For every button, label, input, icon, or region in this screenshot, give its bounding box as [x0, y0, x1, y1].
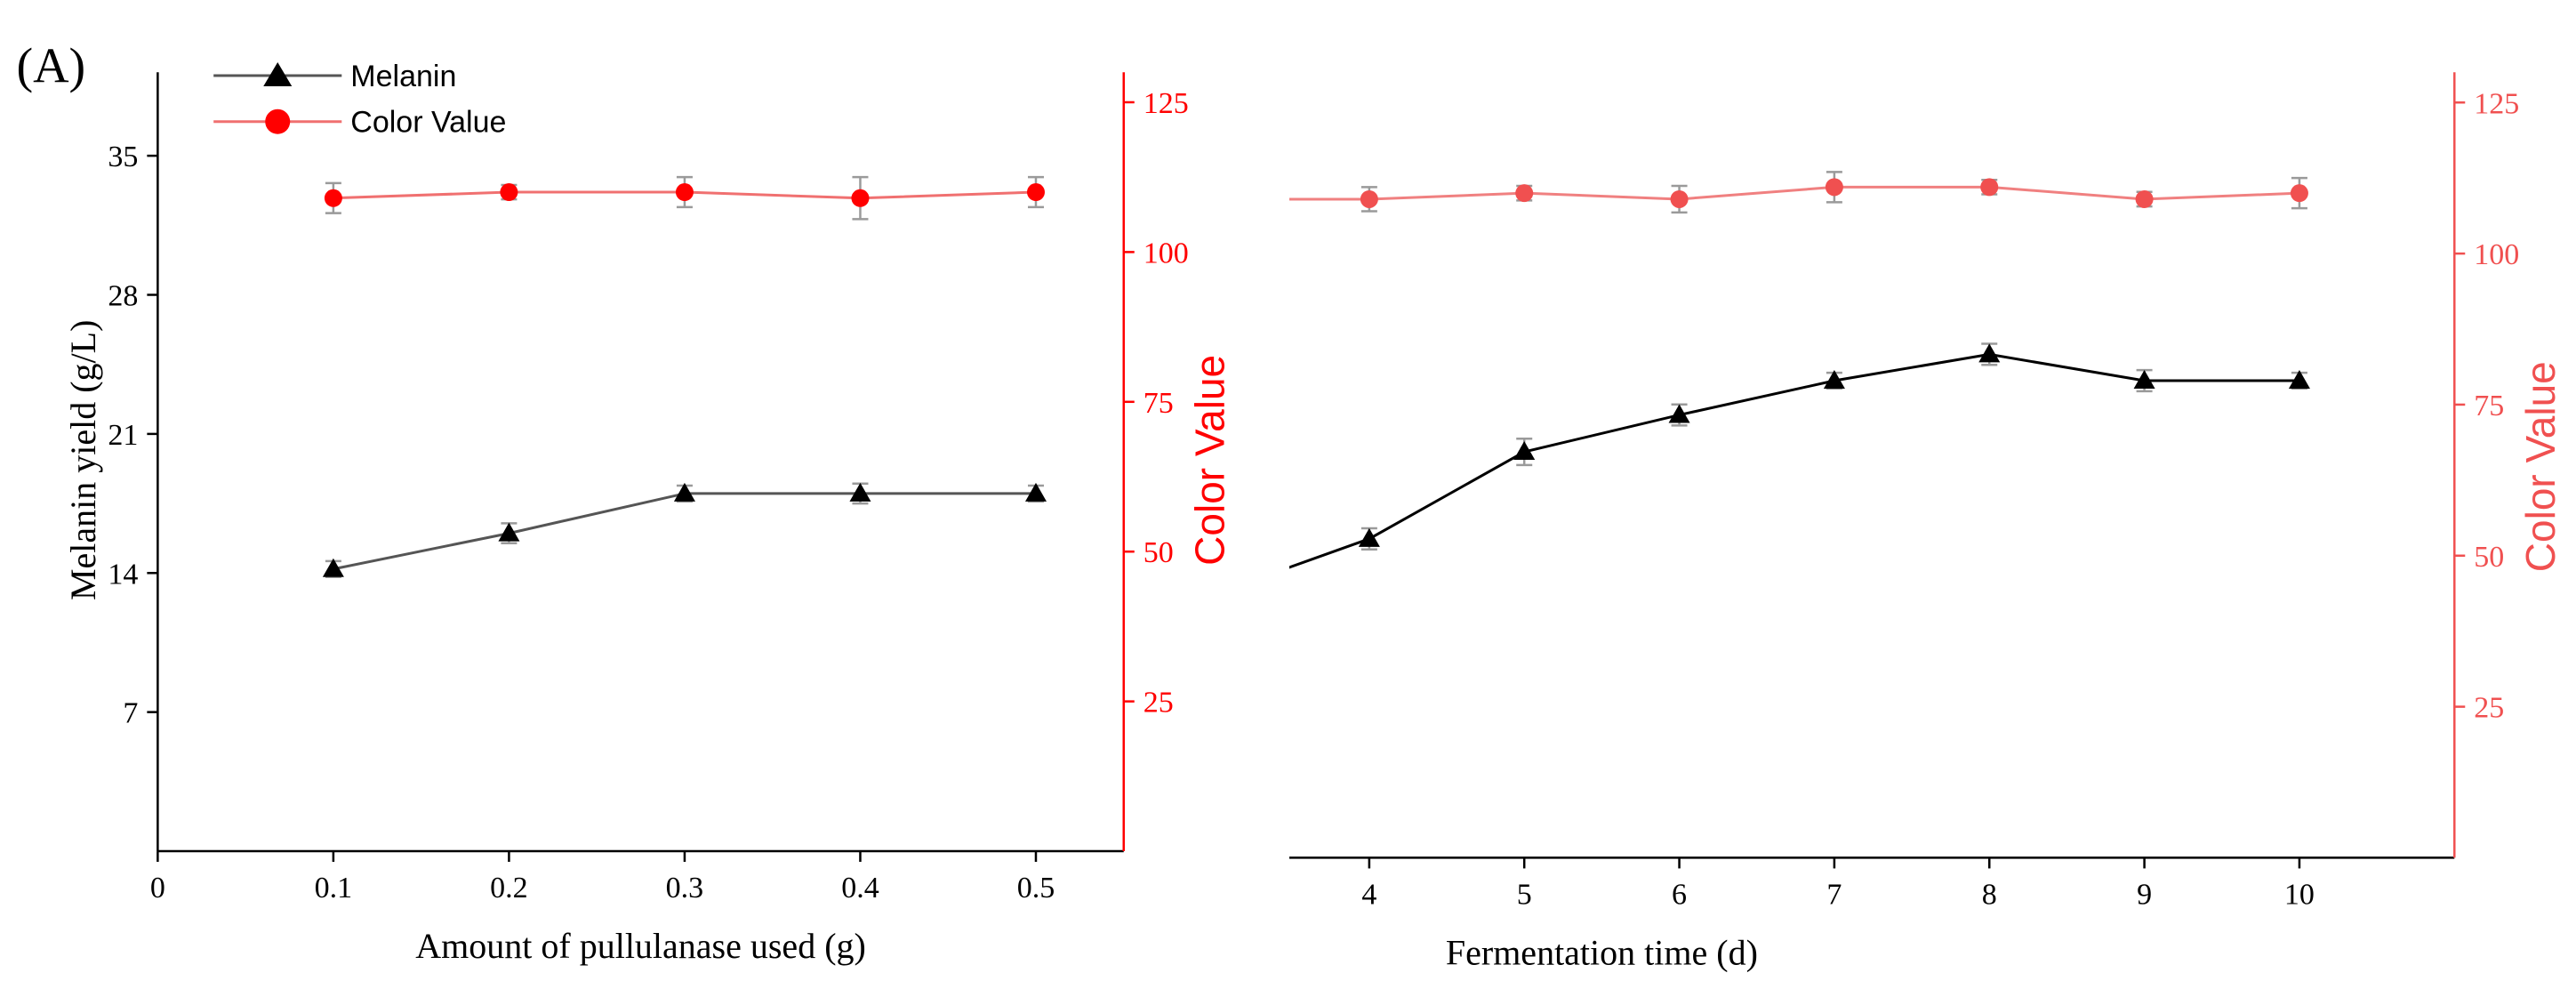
y-axis-title-a: Melanin yield (g/L) [63, 320, 103, 600]
melanin-point-b-6 [2133, 370, 2155, 390]
x-tick-label-b-3: 5 [1517, 878, 1532, 911]
x-tick-label-a-4: 0.4 [841, 872, 879, 905]
x-axis-title-b: Fermentation time (d) [1446, 932, 1758, 972]
x-axis-title-a: Amount of pullulanase used (g) [415, 926, 866, 966]
melanin-point-a-4 [1024, 482, 1047, 502]
y-tick-label-a-4: 35 [108, 141, 138, 173]
y2-tick-label-b-1: 50 [2474, 541, 2504, 574]
series-line-a-0 [333, 492, 1036, 571]
melanin-point-a-1 [498, 522, 520, 542]
melanin-point-b-4 [1823, 370, 1845, 390]
melanin-point-b-7 [2288, 370, 2310, 390]
color-value-point-a-2 [675, 183, 694, 202]
y2-axis-title-a: Color Value [1186, 355, 1232, 566]
chart-panel-a: (A) 0 0.1 0.2 0.3 0.4 0.5 7 14 21 28 35 25 50 75 100 125… [16, 38, 1232, 966]
y-tick-label-a-2: 21 [108, 419, 138, 452]
legend-label-color-value-a: Color Value [350, 106, 506, 140]
y2-tick-label-a-0: 25 [1144, 687, 1174, 720]
y2-tick-label-a-4: 125 [1144, 87, 1189, 120]
color-value-point-a-0 [324, 189, 342, 207]
color-value-point-b-4 [1825, 178, 1843, 197]
color-value-point-b-6 [2135, 189, 2154, 208]
y-tick-label-a-1: 14 [108, 558, 138, 591]
melanin-point-a-0 [322, 558, 344, 577]
x-tick-label-b-6: 8 [1982, 878, 1997, 911]
x-tick-label-b-7: 9 [2137, 878, 2152, 911]
y2-tick-label-b-3: 100 [2474, 238, 2519, 271]
y2-tick-label-b-4: 125 [2474, 87, 2519, 120]
x-tick-label-b-4: 6 [1672, 878, 1687, 911]
legend-marker-color-value-a [265, 109, 291, 134]
y2-tick-label-a-3: 100 [1144, 237, 1189, 269]
x-tick-label-a-0: 0 [150, 872, 165, 905]
x-tick-label-a-1: 0.1 [315, 872, 353, 905]
melanin-point-a-3 [849, 482, 871, 502]
melanin-point-b-1 [1358, 527, 1380, 547]
x-tick-label-b-8: 10 [2284, 878, 2315, 911]
y2-tick-label-b-0: 25 [2474, 692, 2504, 725]
color-value-point-b-2 [1515, 184, 1534, 203]
y2-axis-title-b: Color Value [2517, 361, 2564, 572]
x-tick-label-a-3: 0.3 [666, 872, 704, 905]
y-tick-label-a-0: 7 [123, 697, 138, 730]
melanin-point-b-2 [1513, 441, 1536, 461]
legend-marker-melanin-a [263, 61, 293, 86]
series-line-b-0 [1289, 352, 2299, 569]
y2-tick-label-a-1: 50 [1144, 536, 1174, 569]
x-tick-label-a-2: 0.2 [490, 872, 528, 905]
y2-tick-label-b-2: 75 [2474, 390, 2504, 422]
color-value-point-b-3 [1670, 189, 1689, 208]
legend-label-melanin-a: Melanin [350, 60, 456, 93]
color-value-point-b-7 [2290, 184, 2308, 203]
series-line-b-1 [1289, 185, 2299, 201]
color-value-point-a-3 [851, 189, 870, 207]
x-tick-label-b-5: 7 [1826, 878, 1842, 911]
melanin-point-a-2 [673, 482, 695, 502]
chart-panel-b: (B)0345678910510152025255075100125Fermen… [1289, 72, 2564, 972]
color-value-point-b-1 [1360, 189, 1378, 208]
color-value-point-a-4 [1026, 183, 1045, 202]
x-tick-label-b-2: 4 [1361, 878, 1376, 911]
x-tick-label-a-5: 0.5 [1017, 872, 1055, 905]
panel-label-a: (A) [16, 38, 85, 93]
color-value-point-b-5 [1980, 178, 1999, 197]
y2-tick-label-a-2: 75 [1144, 387, 1174, 420]
melanin-point-b-5 [1978, 343, 2001, 363]
color-value-point-a-1 [500, 183, 518, 202]
y-tick-label-a-3: 28 [108, 280, 138, 313]
melanin-point-b-3 [1668, 404, 1690, 423]
